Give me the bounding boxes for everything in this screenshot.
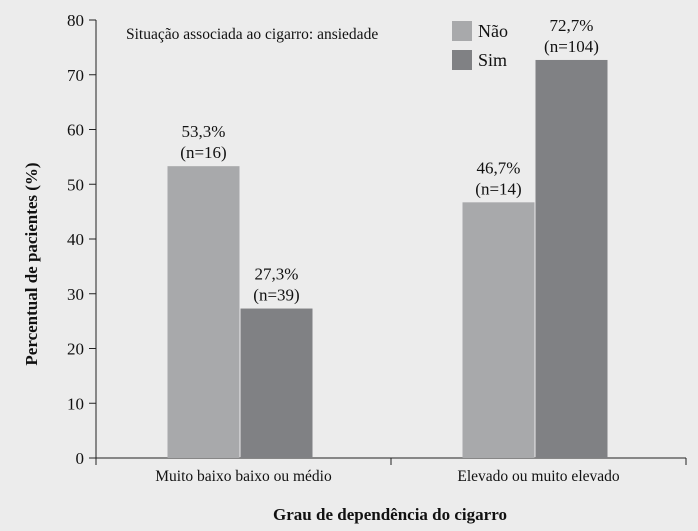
y-tick-label: 60 bbox=[67, 121, 84, 140]
legend-swatch-sim bbox=[452, 50, 472, 70]
y-tick-label: 10 bbox=[67, 394, 84, 413]
bar-nao bbox=[462, 202, 535, 458]
x-axis-label: Grau de dependência do cigarro bbox=[273, 505, 507, 524]
legend-swatch-nao bbox=[452, 21, 472, 41]
y-tick-label: 70 bbox=[67, 66, 84, 85]
bar-value-label: 46,7% bbox=[477, 158, 521, 177]
x-tick-label: Muito baixo baixo ou médio bbox=[155, 468, 332, 485]
legend-label-sim: Sim bbox=[478, 50, 507, 70]
y-tick-label: 50 bbox=[67, 175, 84, 194]
bar-sim bbox=[535, 59, 608, 458]
bar-sim bbox=[240, 308, 313, 458]
bar-count-label: (n=16) bbox=[180, 143, 226, 162]
bar-count-label: (n=39) bbox=[253, 286, 299, 305]
y-tick-label: 0 bbox=[76, 449, 85, 468]
y-axis-label: Percentual de pacientes (%) bbox=[22, 162, 41, 365]
bar-value-label: 27,3% bbox=[255, 265, 299, 284]
bar-count-label: (n=14) bbox=[475, 179, 521, 198]
y-tick-label: 80 bbox=[67, 11, 84, 30]
legend-label-nao: Não bbox=[478, 21, 508, 41]
bar-value-label: 53,3% bbox=[182, 122, 226, 141]
y-tick-label: 30 bbox=[67, 285, 84, 304]
y-ticks: 0 10 20 30 40 50 60 70 80 bbox=[67, 11, 96, 468]
bars bbox=[167, 59, 608, 458]
x-ticks: Muito baixo baixo ou médio Elevado ou mui… bbox=[95, 458, 687, 485]
bar-value-label: 72,7% bbox=[550, 16, 594, 35]
chart-title: Situação associada ao cigarro: ansiedade bbox=[126, 26, 378, 43]
x-tick-label: Elevado ou muito elevado bbox=[457, 468, 620, 485]
data-labels: 53,3% (n=16) 27,3% (n=39) 46,7% (n=14) 72,7% (n… bbox=[180, 16, 599, 305]
y-tick-label: 40 bbox=[67, 230, 84, 249]
bar-nao bbox=[167, 166, 240, 458]
bar-count-label: (n=104) bbox=[544, 37, 599, 56]
legend: Não Sim bbox=[452, 21, 508, 70]
y-tick-label: 20 bbox=[67, 340, 84, 359]
